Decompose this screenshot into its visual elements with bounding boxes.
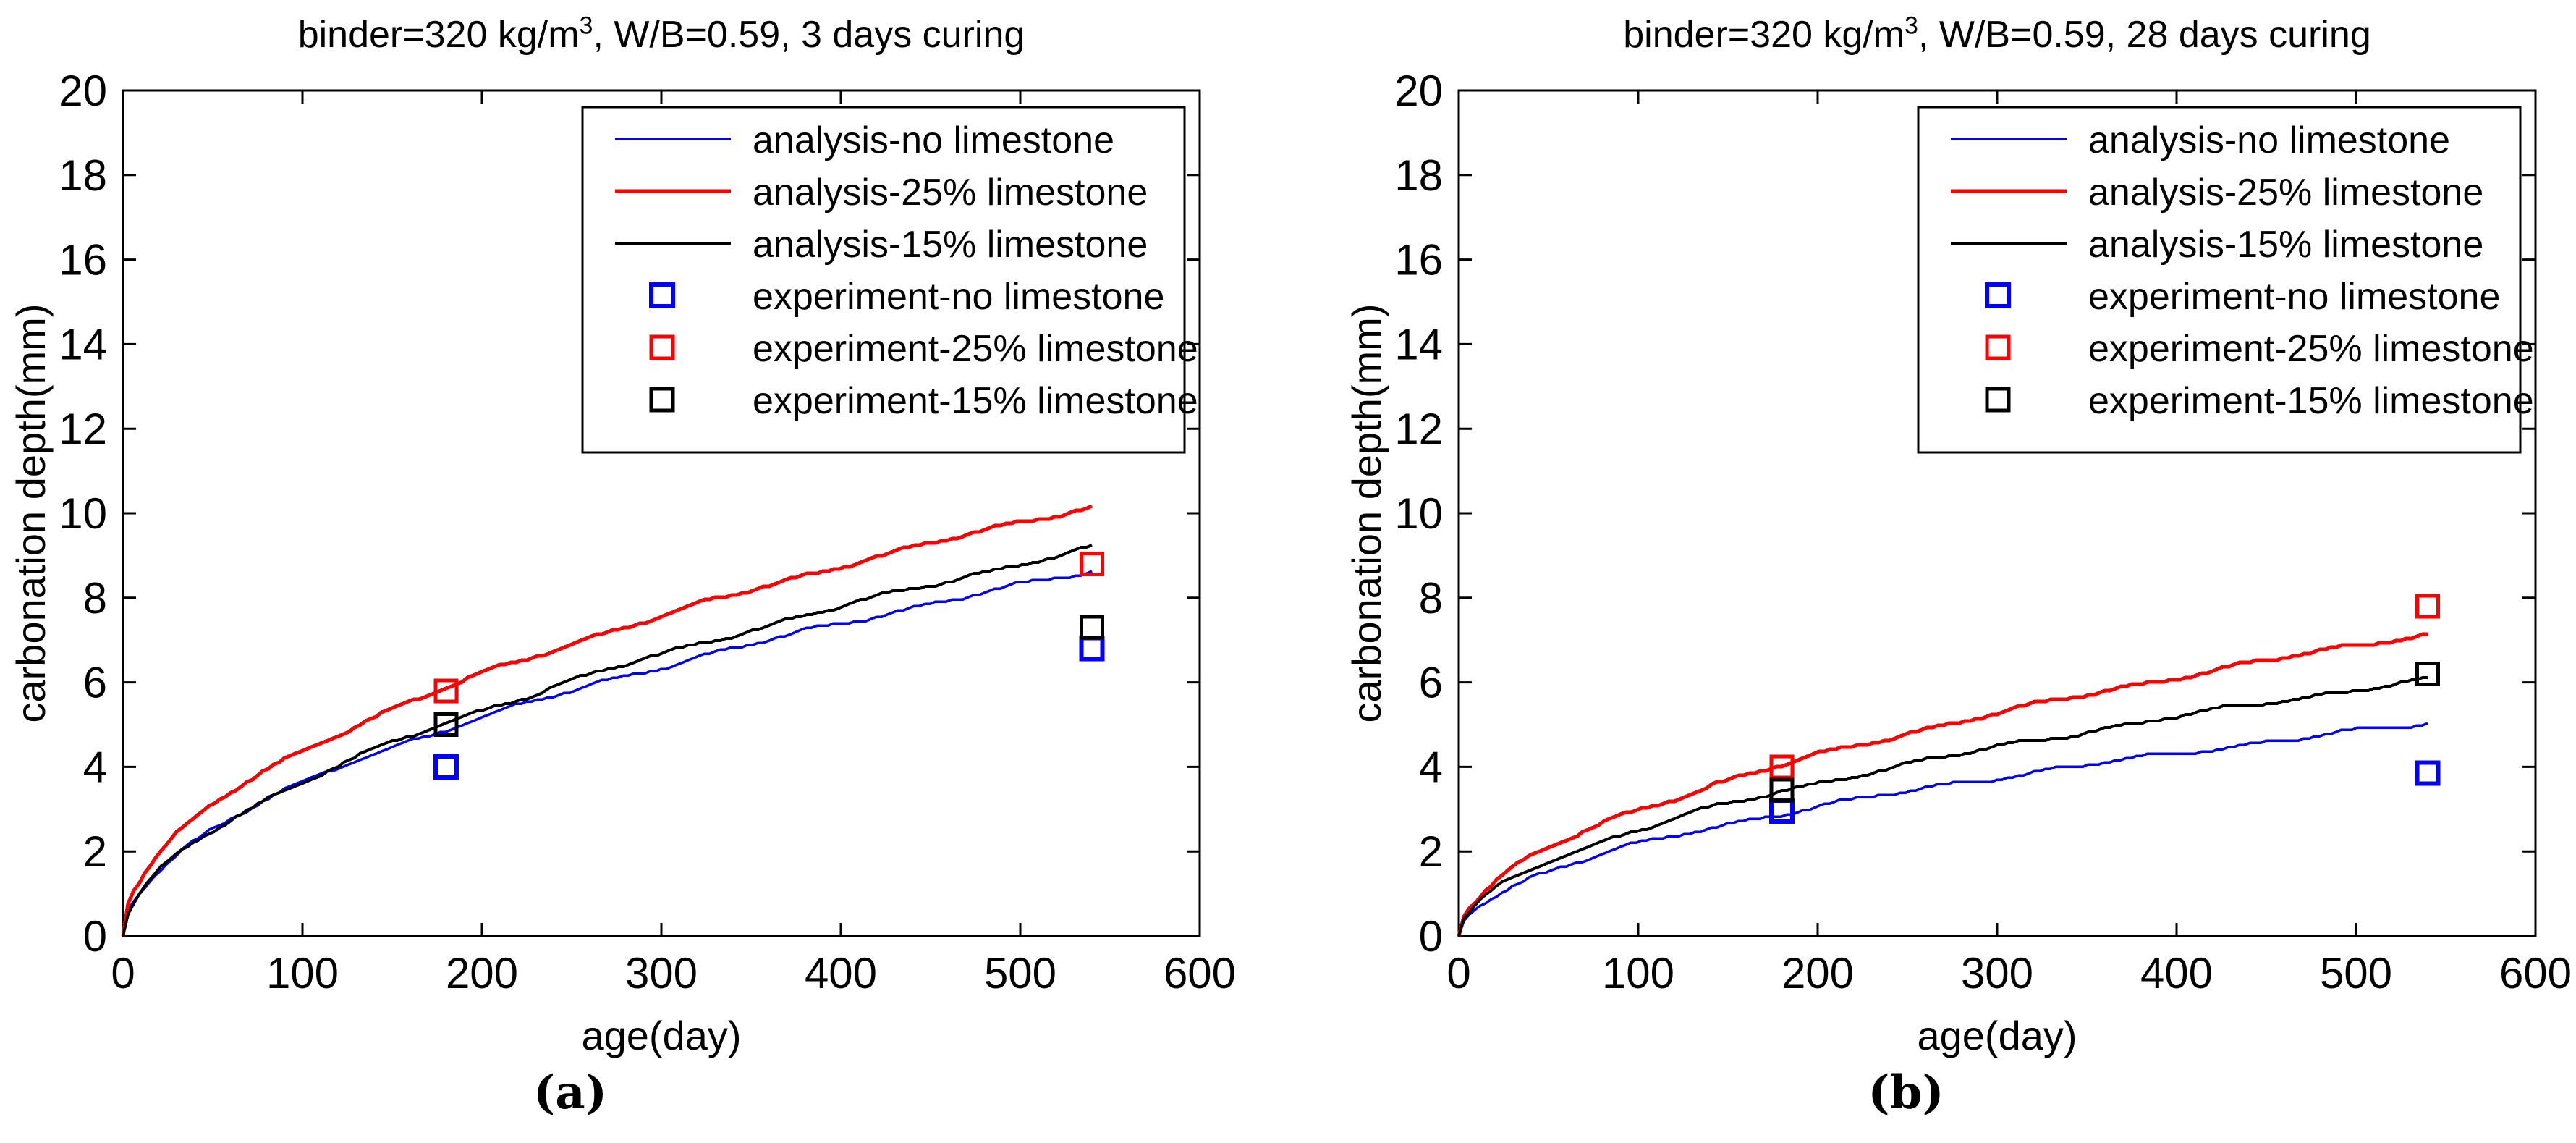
x-tick-label: 400: [805, 949, 877, 998]
marker-experiment-no-limestone: [1768, 798, 1795, 824]
y-tick-label: 18: [59, 151, 107, 200]
legend-square-sample: [649, 387, 675, 413]
panel-b-ylabel: carbonation depth(mm): [1344, 303, 1389, 723]
legend-label: experiment-no limestone: [753, 276, 1164, 318]
panel-a-title: binder=320 kg/m3, W/B=0.59, 3 days curin…: [123, 12, 1200, 58]
y-tick-label: 20: [1394, 67, 1443, 115]
panel-b-title: binder=320 kg/m3, W/B=0.59, 28 days curi…: [1459, 12, 2535, 58]
panel-a-ylabel: carbonation depth(mm): [8, 303, 54, 723]
panel-b-xlabel: age(day): [1917, 1013, 2077, 1058]
y-tick-label: 18: [1394, 151, 1443, 200]
legend-square-sample: [649, 282, 675, 308]
curve-analysis-15-limestone: [1457, 676, 2428, 937]
curve-analysis-25-limestone: [121, 504, 1093, 937]
y-tick-label: 4: [83, 743, 107, 791]
panel-a-caption: (a): [533, 1066, 608, 1120]
y-tick-label: 14: [59, 320, 107, 368]
curve-analysis-no-limestone: [1457, 722, 2428, 937]
marker-experiment-no-limestone: [1079, 636, 1105, 662]
x-tick-label: 100: [1602, 949, 1674, 998]
marker-experiment-25-limestone: [433, 678, 459, 704]
legend-square-sample: [649, 334, 675, 360]
legend-box: [1917, 106, 2522, 454]
y-tick-label: 0: [1419, 912, 1443, 961]
y-tick-label: 2: [1419, 827, 1443, 876]
x-tick-label: 200: [446, 949, 518, 998]
x-tick-label: 500: [984, 949, 1056, 998]
legend-label: experiment-no limestone: [2088, 276, 2500, 318]
curve-analysis-no-limestone: [122, 570, 1093, 937]
y-tick-label: 10: [59, 489, 107, 538]
y-tick-label: 2: [83, 827, 107, 876]
x-tick-label: 300: [625, 949, 698, 998]
panel-a-title-sup: 3: [579, 12, 593, 40]
legend-square-sample: [1985, 334, 2011, 360]
legend-label: analysis-15% limestone: [2088, 224, 2483, 266]
legend-label: experiment-25% limestone: [2088, 328, 2534, 370]
y-tick-label: 16: [1394, 236, 1443, 284]
marker-experiment-25-limestone: [1080, 552, 1105, 577]
panel-a-title-suffix: , W/B=0.59, 3 days curing: [593, 14, 1025, 56]
legend-label: analysis-15% limestone: [753, 224, 1148, 266]
curve-analysis-25-limestone: [1457, 632, 2428, 937]
marker-experiment-no-limestone: [433, 754, 459, 780]
marker-experiment-25-limestone: [1769, 754, 1795, 780]
legend-label: experiment-15% limestone: [753, 380, 1198, 422]
x-tick-label: 500: [2320, 949, 2392, 998]
x-tick-label: 0: [111, 949, 135, 998]
x-tick-label: 400: [2140, 949, 2213, 998]
legend-square-sample: [1985, 387, 2011, 413]
marker-experiment-15-limestone: [1769, 777, 1795, 803]
y-tick-label: 8: [83, 574, 107, 623]
y-tick-label: 4: [1419, 743, 1443, 791]
panel-b: 0 100 200 300 400 500 600 0 2 4 6 8 10 12 14 16 18 20 anal…: [1394, 67, 2572, 998]
y-tick-label: 20: [59, 67, 107, 115]
marker-experiment-15-limestone: [1080, 615, 1105, 640]
y-tick-label: 14: [1394, 320, 1443, 368]
y-tick-label: 12: [59, 405, 107, 453]
y-tick-label: 12: [1394, 405, 1443, 453]
y-tick-label: 0: [83, 912, 107, 961]
x-tick-label: 600: [2499, 949, 2572, 998]
panel-b-title-sup: 3: [1905, 12, 1918, 40]
legend-a: analysis-no limestone analysis-25% limest…: [581, 106, 1198, 454]
panel-a-title-prefix: binder=320 kg/m: [297, 14, 580, 56]
x-tick-label: 600: [1164, 949, 1236, 998]
x-tick-label: 200: [1781, 949, 1854, 998]
legend-label: analysis-no limestone: [753, 119, 1114, 161]
legend-b: analysis-no limestone analysis-25% limest…: [1917, 106, 2534, 454]
panel-b-title-suffix: , W/B=0.59, 28 days curing: [1918, 14, 2371, 56]
legend-label: experiment-25% limestone: [753, 328, 1198, 370]
legend-square-sample: [1985, 282, 2011, 308]
y-tick-label: 8: [1419, 574, 1443, 623]
y-tick-label: 10: [1394, 489, 1443, 538]
x-tick-label: 0: [1446, 949, 1470, 998]
marker-experiment-no-limestone: [2415, 760, 2441, 786]
panel-a: 0 100 200 300 400 500 600 0 2 4 6 8 10 12 14 16 18 20 anal…: [59, 67, 1236, 998]
x-tick-label: 100: [266, 949, 339, 998]
panel-a-xlabel: age(day): [581, 1013, 742, 1058]
panel-b-title-prefix: binder=320 kg/m: [1623, 14, 1905, 56]
x-tick-label: 300: [1961, 949, 2033, 998]
curve-analysis-15-limestone: [122, 544, 1093, 937]
panel-b-caption: (b): [1868, 1066, 1944, 1120]
y-tick-label: 6: [83, 659, 107, 707]
marker-experiment-15-limestone: [433, 712, 459, 737]
y-tick-label: 16: [59, 236, 107, 284]
legend-box: [581, 106, 1186, 454]
legend-label: analysis-no limestone: [2088, 119, 2450, 161]
legend-label: analysis-25% limestone: [2088, 172, 2483, 214]
marker-experiment-15-limestone: [2415, 661, 2441, 686]
legend-label: experiment-15% limestone: [2088, 380, 2534, 422]
marker-experiment-25-limestone: [2415, 594, 2441, 619]
y-tick-label: 6: [1419, 659, 1443, 707]
legend-label: analysis-25% limestone: [753, 172, 1148, 214]
